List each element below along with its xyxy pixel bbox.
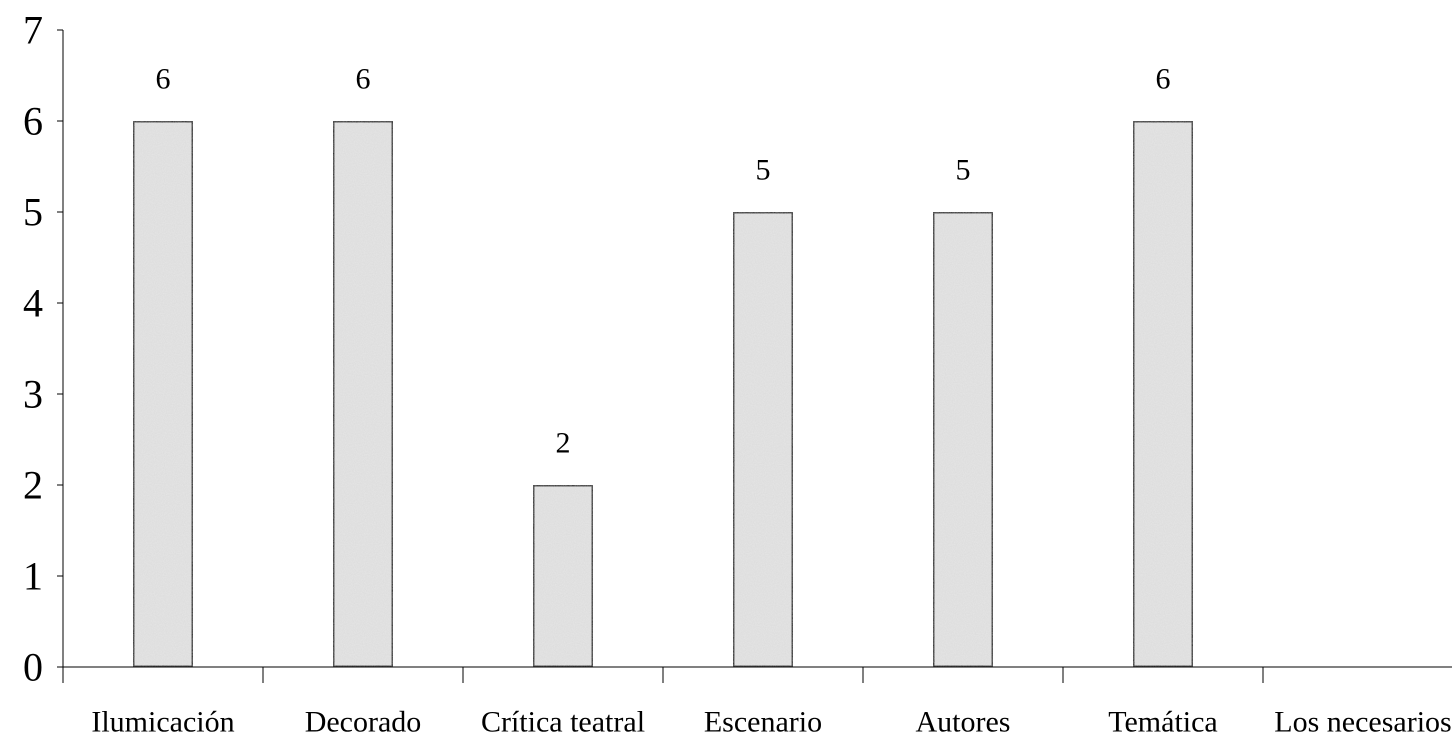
data-label: 6 bbox=[356, 63, 371, 96]
data-label: 6 bbox=[1156, 63, 1171, 96]
labels: 0 1 2 3 4 5 6 7 6 Ilumicación 6 Decorado 2 Crítica te… bbox=[23, 8, 1452, 739]
y-tick-label: 6 bbox=[23, 99, 43, 144]
y-tick-label: 7 bbox=[23, 8, 43, 53]
bar bbox=[131, 119, 195, 669]
axes bbox=[57, 29, 1452, 683]
bar bbox=[931, 210, 995, 669]
data-label: 2 bbox=[556, 427, 571, 460]
y-tick-label: 1 bbox=[23, 554, 43, 599]
x-tick-label: Crítica teatral bbox=[481, 706, 645, 739]
x-tick-label: Decorado bbox=[305, 706, 422, 739]
x-tick-label: Ilumicación bbox=[91, 706, 234, 739]
bars bbox=[131, 119, 1195, 669]
bar bbox=[331, 119, 395, 669]
y-tick-label: 4 bbox=[23, 281, 43, 326]
x-tick-label: Escenario bbox=[704, 706, 822, 739]
bar bbox=[531, 483, 595, 669]
bar bbox=[1131, 119, 1195, 669]
y-tick-label: 5 bbox=[23, 190, 43, 235]
x-tick-label: Autores bbox=[916, 706, 1011, 739]
data-label: 5 bbox=[956, 154, 971, 187]
bar bbox=[731, 210, 795, 669]
x-tick-label: Los necesarios bbox=[1274, 706, 1451, 739]
y-tick-label: 2 bbox=[23, 463, 43, 508]
x-tick-label: Temática bbox=[1108, 706, 1218, 739]
y-tick-label: 3 bbox=[23, 372, 43, 417]
y-tick-label: 0 bbox=[23, 645, 43, 690]
data-label: 6 bbox=[156, 63, 171, 96]
data-label: 5 bbox=[756, 154, 771, 187]
